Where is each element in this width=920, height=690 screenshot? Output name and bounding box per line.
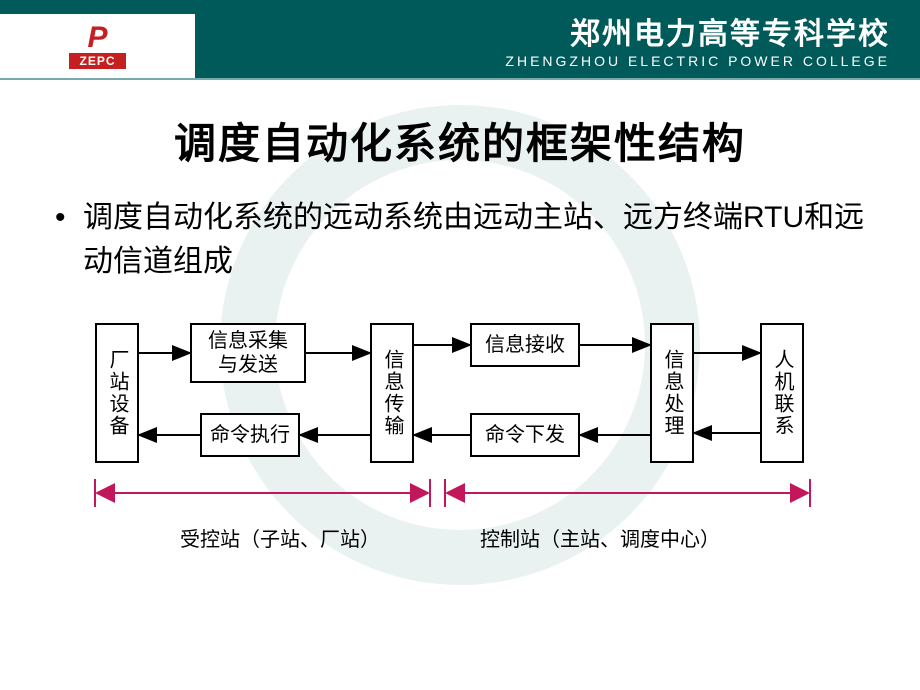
college-name-en: ZHENGZHOU ELECTRIC POWER COLLEGE bbox=[505, 53, 890, 69]
slide-title: 调度自动化系统的框架性结构 bbox=[55, 110, 865, 171]
flow-diagram: 厂站设备 信息采集 与发送命令执行 信息传输 信息接收命令下发 信息处理 人机联系受控站（… bbox=[0, 283, 920, 603]
slide-header: P ZEPC 郑州电力高等专科学校 ZHENGZHOU ELECTRIC POW… bbox=[0, 0, 920, 80]
bracket-label-1: 控制站（主站、调度中心） bbox=[480, 523, 720, 552]
bullet-text: 调度自动化系统的远动系统由远动主站、远方终端RTU和远动信道组成 bbox=[55, 196, 865, 283]
logo: P ZEPC bbox=[69, 23, 125, 69]
node-trans: 信息传输 bbox=[370, 323, 414, 463]
college-name-cn: 郑州电力高等专科学校 bbox=[570, 9, 890, 53]
header-title-block: 郑州电力高等专科学校 ZHENGZHOU ELECTRIC POWER COLL… bbox=[195, 0, 920, 78]
logo-icon: P bbox=[87, 23, 107, 53]
bracket-label-0: 受控站（子站、厂站） bbox=[180, 523, 380, 552]
logo-subtext: ZEPC bbox=[69, 53, 125, 69]
logo-block: P ZEPC bbox=[0, 0, 195, 78]
node-send: 命令下发 bbox=[470, 413, 580, 457]
node-hmi: 人机联系 bbox=[760, 323, 804, 463]
node-plant: 厂站设备 bbox=[95, 323, 139, 463]
slide-content: 调度自动化系统的框架性结构 调度自动化系统的远动系统由远动主站、远方终端RTU和… bbox=[0, 80, 920, 283]
node-exec: 命令执行 bbox=[200, 413, 300, 457]
node-proc: 信息处理 bbox=[650, 323, 694, 463]
node-collect: 信息采集 与发送 bbox=[190, 323, 306, 383]
node-recv: 信息接收 bbox=[470, 323, 580, 367]
